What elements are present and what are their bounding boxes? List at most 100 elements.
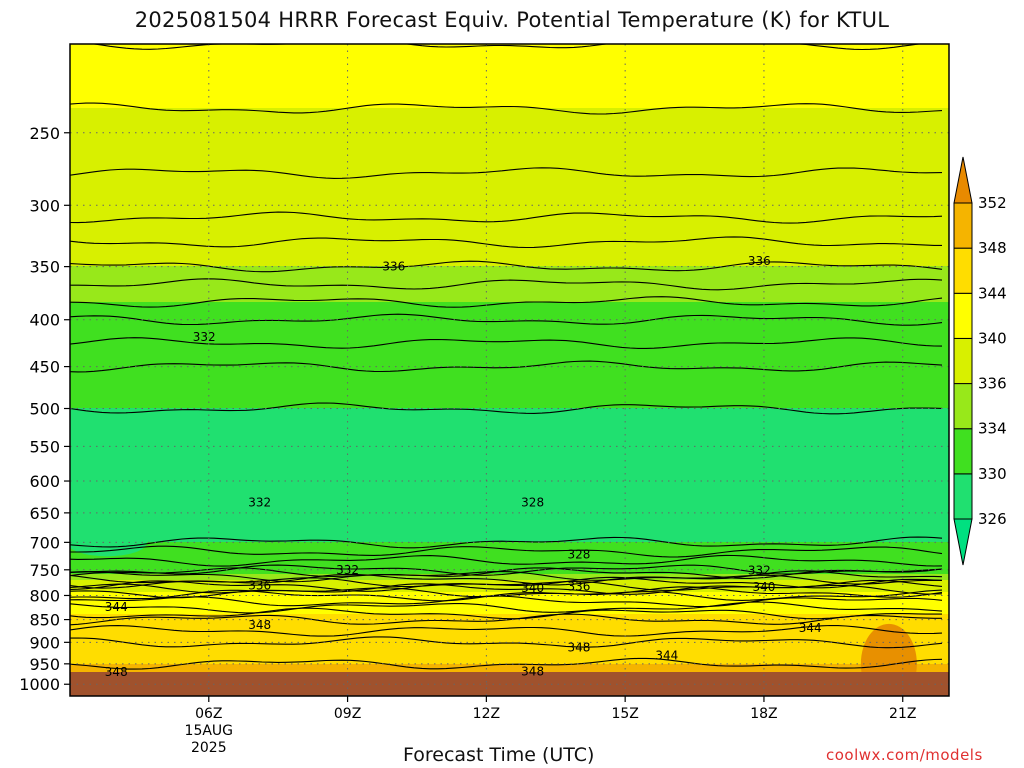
theta-band — [70, 598, 949, 601]
theta-band — [70, 430, 949, 433]
contour-line — [70, 595, 943, 608]
theta-band — [70, 308, 949, 311]
contour-line — [70, 583, 943, 595]
theta-band — [70, 612, 949, 615]
theta-band — [70, 636, 949, 639]
colorbar-segment — [953, 473, 973, 520]
theta-band — [70, 262, 949, 265]
theta-band — [70, 522, 949, 525]
theta-band — [70, 134, 949, 137]
contour-line — [70, 567, 943, 579]
theta-band — [70, 72, 949, 75]
theta-band — [70, 468, 949, 471]
theta-band — [70, 614, 949, 617]
contour-line — [70, 236, 942, 249]
contour-line — [70, 296, 943, 308]
theta-band — [70, 270, 949, 273]
theta-band — [70, 332, 949, 335]
x-tick-label: 18Z — [750, 706, 777, 722]
theta-band — [70, 328, 949, 331]
theta-band — [70, 482, 949, 485]
theta-band — [70, 510, 949, 513]
contour-label: 336 — [748, 254, 771, 268]
theta-band — [70, 346, 949, 349]
y-tick-label: 800 — [29, 586, 60, 605]
theta-band — [70, 126, 949, 129]
theta-band — [70, 444, 949, 447]
theta-band — [70, 230, 949, 233]
theta-band — [70, 374, 949, 377]
theta-band — [70, 450, 949, 453]
theta-band — [70, 284, 949, 287]
theta-band — [70, 174, 949, 177]
theta-band — [70, 354, 949, 357]
theta-band — [70, 238, 949, 241]
theta-band — [70, 532, 949, 535]
y-tick-label: 850 — [29, 611, 60, 630]
theta-band — [70, 212, 949, 215]
theta-band — [70, 486, 949, 489]
theta-band — [70, 258, 949, 261]
theta-band — [70, 560, 949, 563]
theta-band — [70, 236, 949, 239]
theta-band — [70, 294, 949, 297]
contour-label: 332 — [336, 563, 359, 577]
theta-band — [70, 290, 949, 293]
x-tick-label: 21Z — [889, 706, 916, 722]
theta-band — [70, 264, 949, 267]
theta-band — [70, 78, 949, 81]
theta-band — [70, 386, 949, 389]
theta-band — [70, 662, 949, 665]
theta-band — [70, 240, 949, 243]
theta-band — [70, 176, 949, 179]
theta-band — [70, 442, 949, 445]
theta-band — [70, 530, 949, 533]
theta-band — [70, 470, 949, 473]
theta-band — [70, 434, 949, 437]
theta-band — [70, 566, 949, 569]
theta-band — [70, 110, 949, 113]
theta-band — [70, 404, 949, 407]
theta-band — [70, 288, 949, 291]
theta-band — [70, 494, 949, 497]
theta-band — [70, 474, 949, 477]
theta-band — [70, 300, 949, 303]
contour-label: 348 — [567, 641, 590, 655]
theta-band — [70, 64, 949, 67]
y-tick-label: 500 — [29, 400, 60, 419]
theta-band — [70, 342, 949, 345]
theta-band — [70, 166, 949, 169]
theta-band — [70, 526, 949, 529]
y-tick-label: 400 — [29, 311, 60, 330]
theta-band — [70, 440, 949, 443]
theta-band — [70, 646, 949, 649]
theta-band — [70, 428, 949, 431]
theta-band — [70, 456, 949, 459]
theta-band — [70, 452, 949, 455]
y-tick-label: 950 — [29, 655, 60, 674]
theta-band — [70, 46, 949, 49]
theta-band — [70, 536, 949, 539]
theta-band — [70, 408, 949, 411]
theta-band — [70, 268, 949, 271]
theta-band — [70, 248, 949, 251]
theta-band — [70, 454, 949, 457]
theta-band — [70, 466, 949, 469]
theta-band — [70, 464, 949, 467]
theta-band — [70, 368, 949, 371]
theta-band — [70, 156, 949, 159]
y-tick-label: 250 — [29, 124, 60, 143]
theta-band — [70, 508, 949, 511]
theta-band — [70, 582, 949, 585]
colorbar-segment — [953, 383, 973, 430]
theta-band — [70, 210, 949, 213]
theta-band — [70, 498, 949, 501]
colorbar-segment — [953, 202, 973, 249]
theta-band — [70, 222, 949, 225]
theta-band — [70, 326, 949, 329]
contour-line — [70, 607, 942, 620]
theta-band — [70, 458, 949, 461]
theta-band — [70, 52, 949, 55]
theta-band — [70, 648, 949, 651]
